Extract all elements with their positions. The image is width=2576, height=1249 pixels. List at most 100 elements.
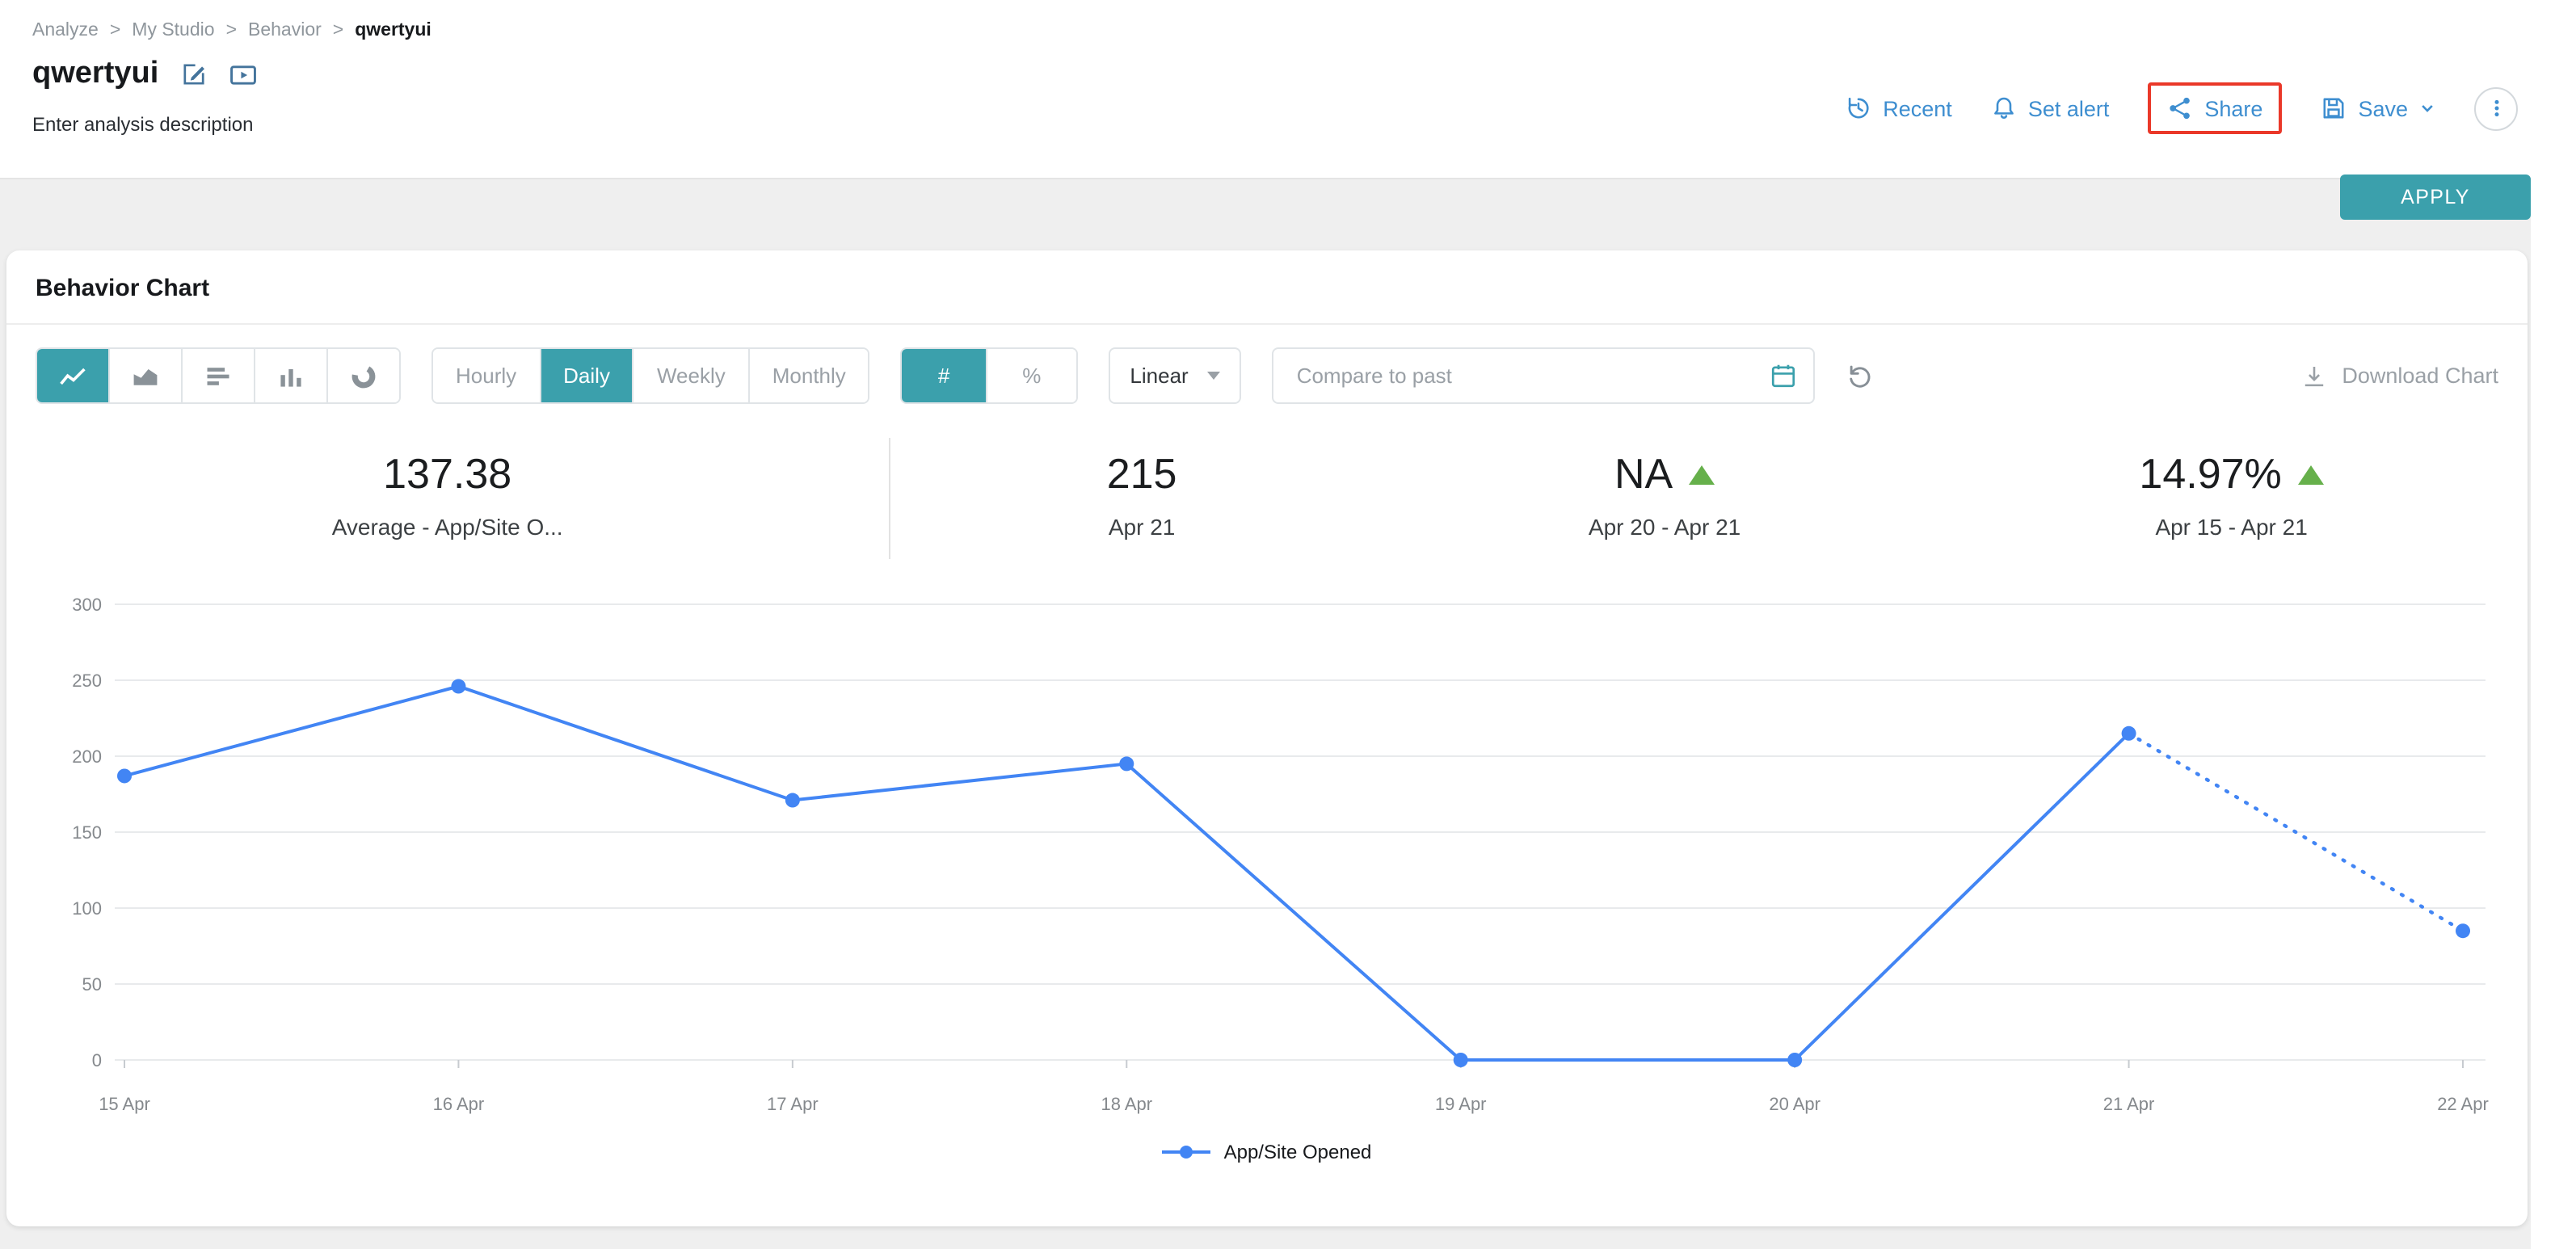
set-alert-label: Set alert	[2027, 96, 2110, 120]
svg-text:50: 50	[82, 974, 102, 995]
stat-value: NA	[1614, 449, 1673, 498]
line-chart-toggle[interactable]	[37, 349, 110, 402]
download-chart-button[interactable]: Download Chart	[2301, 363, 2498, 389]
granularity-group: Hourly Daily Weekly Monthly	[431, 347, 870, 404]
trend-up-icon	[1689, 465, 1715, 485]
horizontal-bar-chart-icon	[204, 361, 233, 390]
card-title-row: Behavior Chart	[6, 250, 2528, 325]
svg-text:21 Apr: 21 Apr	[2103, 1094, 2155, 1114]
line-chart-icon	[58, 361, 87, 390]
chart-toolbar: Hourly Daily Weekly Monthly # % Linear	[6, 325, 2528, 422]
legend-label: App/Site Opened	[1223, 1140, 1372, 1163]
granularity-monthly[interactable]: Monthly	[749, 349, 869, 402]
bell-icon	[1991, 95, 2017, 121]
svg-text:18 Apr: 18 Apr	[1101, 1094, 1152, 1114]
title-row: qwertyui	[32, 57, 257, 92]
svg-text:0: 0	[92, 1050, 102, 1070]
column-chart-icon	[276, 361, 305, 390]
svg-text:300: 300	[72, 595, 102, 615]
horizontal-bar-chart-toggle[interactable]	[183, 349, 255, 402]
svg-text:22 Apr: 22 Apr	[2437, 1094, 2489, 1114]
more-options-button[interactable]	[2474, 86, 2518, 130]
share-button[interactable]: Share	[2167, 95, 2262, 121]
breadcrumb-current: qwertyui	[355, 21, 431, 40]
column-chart-toggle[interactable]	[255, 349, 328, 402]
kebab-icon	[2494, 99, 2498, 117]
download-icon	[2301, 363, 2327, 389]
donut-chart-icon	[349, 361, 378, 390]
stat-week-over-week: 14.97% Apr 15 - Apr 21	[1935, 438, 2528, 559]
breadcrumb: Analyze > My Studio > Behavior > qwertyu…	[32, 21, 431, 40]
stat-average: 137.38 Average - App/Site O...	[6, 438, 890, 559]
recent-button[interactable]: Recent	[1846, 95, 1952, 121]
share-highlight-box: Share	[2148, 82, 2283, 134]
stat-label: Average - App/Site O...	[331, 513, 563, 540]
right-panel-edge	[2531, 178, 2576, 1249]
header-actions: Recent Set alert Share	[1846, 81, 2518, 136]
svg-text:20 Apr: 20 Apr	[1769, 1094, 1820, 1114]
donut-chart-toggle[interactable]	[328, 349, 399, 402]
breadcrumb-separator: >	[225, 21, 237, 40]
granularity-hourly[interactable]: Hourly	[433, 349, 541, 402]
breadcrumb-behavior[interactable]: Behavior	[248, 21, 322, 40]
stat-value: 215	[1106, 449, 1177, 498]
compare-to-past-field	[1272, 347, 1816, 404]
share-icon	[2167, 95, 2193, 121]
stat-label: Apr 20 - Apr 21	[1588, 513, 1741, 540]
history-icon	[1846, 95, 1871, 121]
set-alert-button[interactable]: Set alert	[1991, 95, 2110, 121]
chevron-down-icon	[2419, 100, 2435, 116]
chart-card-title: Behavior Chart	[36, 275, 210, 302]
save-label: Save	[2358, 96, 2408, 120]
svg-text:200: 200	[72, 746, 102, 767]
stat-label: Apr 15 - Apr 21	[2155, 513, 2308, 540]
behavior-line-chart[interactable]: 0 50 100 150 200 250 300 15 Apr 16 Apr 17 Apr 18 A…	[36, 578, 2492, 1136]
stat-value: 14.97%	[2139, 449, 2282, 498]
area-chart-icon	[131, 361, 160, 390]
compare-to-past-input[interactable]	[1293, 362, 1770, 389]
value-mode-number[interactable]: #	[902, 349, 987, 402]
scale-dropdown-value: Linear	[1130, 364, 1189, 388]
download-chart-label: Download Chart	[2342, 364, 2498, 388]
svg-text:19 Apr: 19 Apr	[1435, 1094, 1487, 1114]
apply-button[interactable]: APPLY	[2340, 175, 2531, 220]
edit-icon[interactable]	[181, 61, 207, 87]
calendar-icon[interactable]	[1770, 362, 1798, 389]
breadcrumb-separator: >	[332, 21, 344, 40]
stat-day-over-day: NA Apr 20 - Apr 21	[1394, 438, 1935, 559]
area-chart-toggle[interactable]	[110, 349, 183, 402]
stat-value: 137.38	[383, 449, 512, 498]
analysis-description-input[interactable]: Enter analysis description	[32, 113, 254, 136]
stats-row: 137.38 Average - App/Site O... 215 Apr 2…	[6, 422, 2528, 562]
trend-up-icon	[2297, 465, 2324, 485]
chevron-down-icon	[1207, 372, 1221, 380]
legend-line-marker	[1162, 1145, 1211, 1159]
svg-text:17 Apr: 17 Apr	[767, 1094, 819, 1114]
svg-text:150: 150	[72, 822, 102, 843]
legend-item-app-site-opened[interactable]: App/Site Opened	[1162, 1140, 1372, 1163]
svg-text:250: 250	[72, 671, 102, 691]
value-mode-group: # %	[900, 347, 1079, 404]
scale-dropdown[interactable]: Linear	[1109, 347, 1242, 404]
breadcrumb-my-studio[interactable]: My Studio	[132, 21, 215, 40]
svg-text:100: 100	[72, 898, 102, 919]
breadcrumb-separator: >	[109, 21, 121, 40]
chart-type-group	[36, 347, 401, 404]
recent-label: Recent	[1883, 96, 1952, 120]
page-header: Analyze > My Studio > Behavior > qwertyu…	[0, 0, 2576, 179]
breadcrumb-analyze[interactable]: Analyze	[32, 21, 99, 40]
analysis-title: qwertyui	[32, 57, 159, 90]
save-button[interactable]: Save	[2321, 95, 2435, 121]
stat-label: Apr 21	[1108, 513, 1176, 540]
svg-text:15 Apr: 15 Apr	[99, 1094, 150, 1114]
save-icon	[2321, 95, 2347, 121]
granularity-daily[interactable]: Daily	[541, 349, 634, 402]
video-tutorial-icon[interactable]	[229, 61, 257, 88]
svg-text:16 Apr: 16 Apr	[433, 1094, 485, 1114]
reset-icon[interactable]	[1846, 362, 1874, 389]
chart-area: 0 50 100 150 200 250 300 15 Apr 16 Apr 17 Apr 18 A…	[6, 562, 2528, 1136]
granularity-weekly[interactable]: Weekly	[633, 349, 750, 402]
chart-legend: App/Site Opened	[6, 1141, 2528, 1163]
value-mode-percent[interactable]: %	[987, 349, 1077, 402]
